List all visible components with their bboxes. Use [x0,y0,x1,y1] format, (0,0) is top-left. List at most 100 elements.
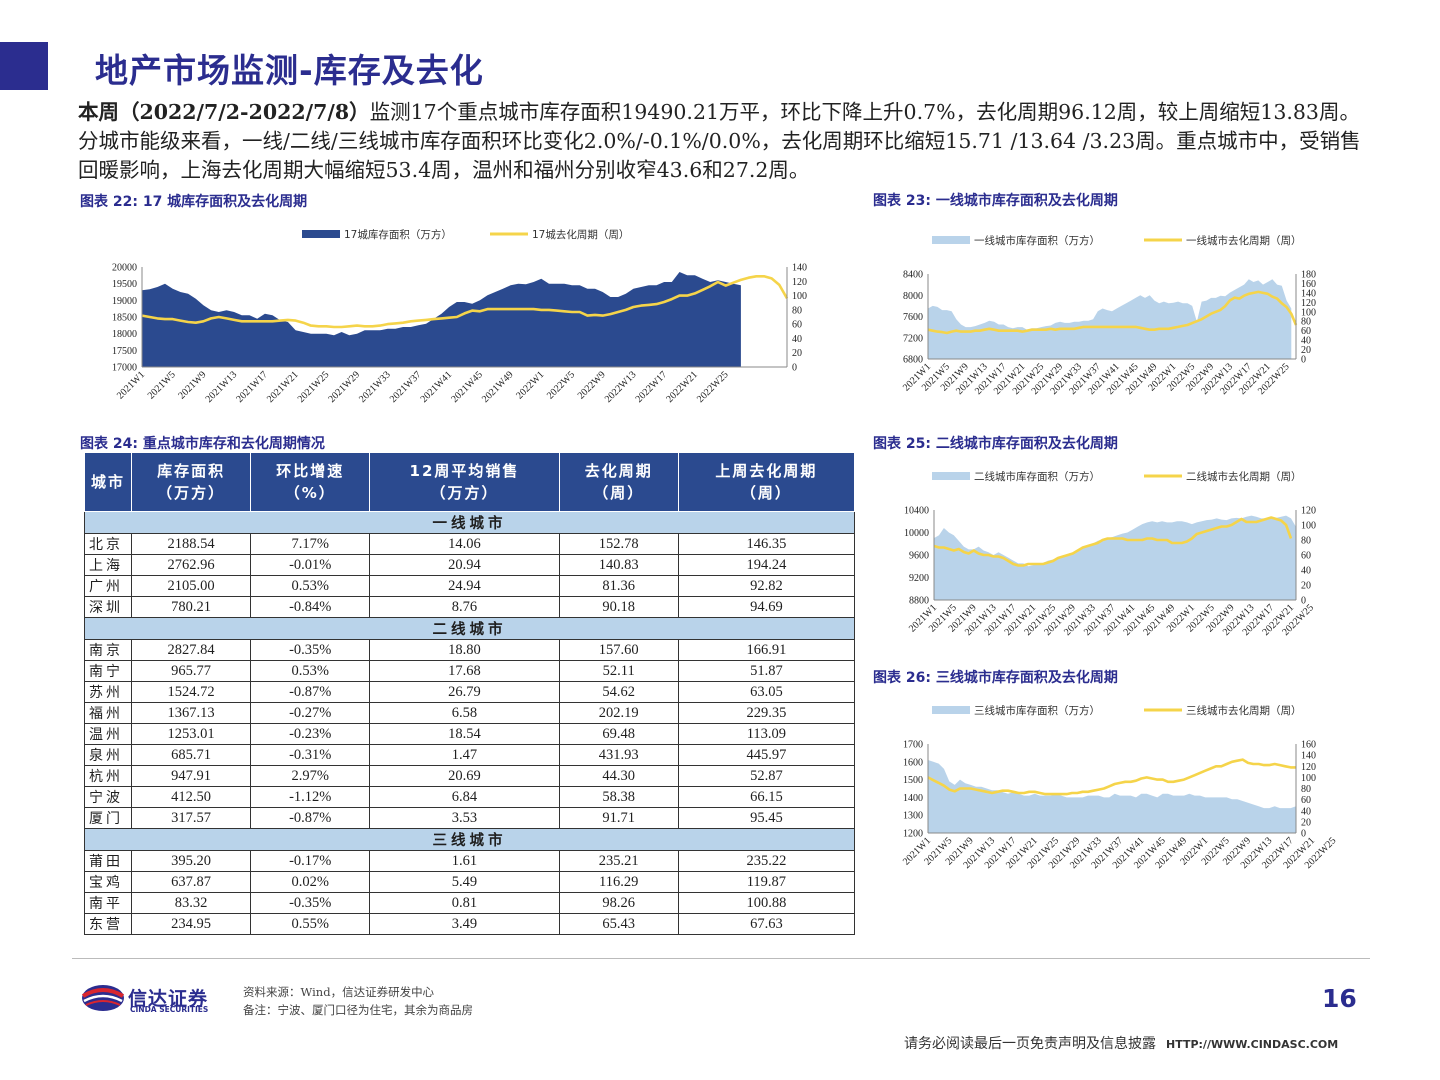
table-tier-row: 二线城市 [84,617,855,640]
left-tick-label: 8800 [909,596,929,607]
value-cell: -0.87% [250,807,371,829]
value-cell: 152.78 [558,533,679,555]
table-row: 深圳 780.21 -0.84% 8.76 90.18 94.69 [84,596,856,618]
inventory-area-series [934,515,1296,600]
left-tick-label: 19500 [112,279,137,290]
left-tick-label: 9600 [909,551,929,562]
right-tick-label: 80 [792,305,802,316]
value-cell: -0.84% [250,596,371,618]
table-header-row: 城市 库存面积 （万方） 环比增速 （%） 12周平均销售 （万方） 去化周期 （周） 上周去化周… [84,452,856,512]
value-cell: 194.24 [677,554,856,576]
value-cell: 2105.00 [130,575,252,597]
x-tick-label: 2021W5 [146,369,178,401]
website-link[interactable]: HTTP://WWW.CINDASC.COM [1166,1038,1339,1051]
x-tick-label: 2022W13 [603,369,639,405]
right-tick-label: 40 [1301,336,1311,347]
chart-tier2-inventory: 二线城市库存面积（万方） 二线城市去化周期（周） 8800 9200 9600 10000… [904,470,1316,638]
value-cell: 113.09 [677,723,856,745]
right-tick-label: 120 [1301,762,1316,773]
city-cell: 东营 [84,913,132,935]
table-header-cell: 12周平均销售 （万方） [369,452,560,512]
value-cell: 116.29 [558,871,679,893]
right-tick-label: 80 [1301,784,1311,795]
cinda-logo-icon [81,985,125,1011]
left-tick-label: 17500 [112,346,137,357]
value-cell: 63.05 [677,681,856,703]
right-tick-label: 140 [1301,751,1316,762]
value-cell: 235.22 [677,850,856,872]
caption-23: 图表 23: 一线城市库存面积及去化周期 [873,193,1118,209]
right-tick-label: 0 [792,363,797,374]
legend-label-line: 17城去化周期（周） [532,228,629,241]
right-tick-label: 80 [1301,536,1311,547]
inventory-area-series [928,760,1296,833]
right-tick-label: 20 [1301,817,1311,828]
value-cell: 780.21 [130,596,252,618]
value-cell: 1524.72 [130,681,252,703]
table-row: 宁波 412.50 -1.12% 6.84 58.38 66.15 [84,786,856,808]
turnover-line-series [927,290,1298,335]
left-tick-label: 7600 [903,312,923,323]
caption-24: 图表 24: 重点城市库存和去化周期情况 [80,436,325,452]
legend-swatch-area [932,706,970,714]
turnover-line-series [141,275,789,329]
right-tick-label: 140 [792,263,807,274]
value-cell: 95.45 [677,807,856,829]
value-cell: 3.49 [369,913,560,935]
value-cell: 51.87 [677,660,856,682]
inventory-table: 城市 库存面积 （万方） 环比增速 （%） 12周平均销售 （万方） 去化周期 （周） 上周去化周… [84,452,856,935]
value-cell: 317.57 [130,807,252,829]
right-tick-label: 100 [1301,773,1316,784]
table-row: 北京 2188.54 7.17% 14.06 152.78 146.35 [84,533,856,555]
value-cell: 395.20 [130,850,252,872]
left-tick-label: 18000 [112,329,137,340]
value-cell: 229.35 [677,702,856,724]
caption-25: 图表 25: 二线城市库存面积及去化周期 [873,436,1118,452]
caption-22: 图表 22: 17 城库存面积及去化周期 [80,194,308,210]
value-cell: 146.35 [677,533,856,555]
left-tick-label: 8000 [903,291,923,302]
left-tick-label: 7200 [903,333,923,344]
logo-name-cn: 信达证券 [128,988,209,1010]
value-cell: 54.62 [558,681,679,703]
value-cell: 0.55% [250,913,371,935]
right-tick-label: 40 [1301,566,1311,577]
right-tick-label: 40 [1301,806,1311,817]
x-tick-label: 2022W21 [664,369,700,405]
disclaimer: 请务必阅读最后一页免责声明及信息披露 HTTP://WWW.CINDASC.COM [904,1033,1338,1053]
left-tick-label: 1600 [903,757,923,768]
city-cell: 南宁 [84,660,132,682]
logo-name-en: CINDA SECURITIES [130,1005,209,1014]
table-header-cell: 城市 [84,452,132,512]
legend-label-area: 三线城市库存面积（万方） [974,704,1100,717]
table-header-cell: 环比增速 （%） [250,452,371,512]
city-cell: 深圳 [84,596,132,618]
turnover-line-series [927,758,1296,796]
table-body: 一线城市 北京 2188.54 7.17% 14.06 152.78 146.35 上海 276… [84,511,856,935]
value-cell: 1.61 [369,850,560,872]
value-cell: 5.49 [369,871,560,893]
table-row: 泉州 685.71 -0.31% 1.47 431.93 445.97 [84,744,856,766]
tier-label: 二线城市 [84,617,855,640]
source-line: 资料来源：Wind，信达证券研发中心 [243,985,435,999]
legend-label-line: 一线城市去化周期（周） [1186,234,1302,247]
value-cell: 52.11 [558,660,679,682]
value-cell: 234.95 [130,913,252,935]
value-cell: 66.15 [677,786,856,808]
value-cell: 637.87 [130,871,252,893]
table-tier-row: 一线城市 [84,511,855,534]
legend-swatch-area [932,472,970,480]
right-tick-label: 80 [1301,317,1311,328]
right-tick-label: 120 [1301,506,1316,517]
value-cell: 1253.01 [130,723,252,745]
city-cell: 北京 [84,533,132,555]
table-row: 东营 234.95 0.55% 3.49 65.43 67.63 [84,913,856,935]
summary-bold: 本周（2022/7/2-2022/7/8） [78,100,370,124]
x-tick-label: 2021W25 [296,369,332,405]
x-tick-label: 2022W17 [634,369,670,405]
city-cell: 福州 [84,702,132,724]
right-tick-label: 160 [1301,279,1316,290]
chart-tier1-inventory: 一线城市库存面积（万方） 一线城市去化周期（周） 6800 7200 7600 8000 8… [901,234,1316,397]
value-cell: 18.54 [369,723,560,745]
right-tick-label: 160 [1301,740,1316,751]
